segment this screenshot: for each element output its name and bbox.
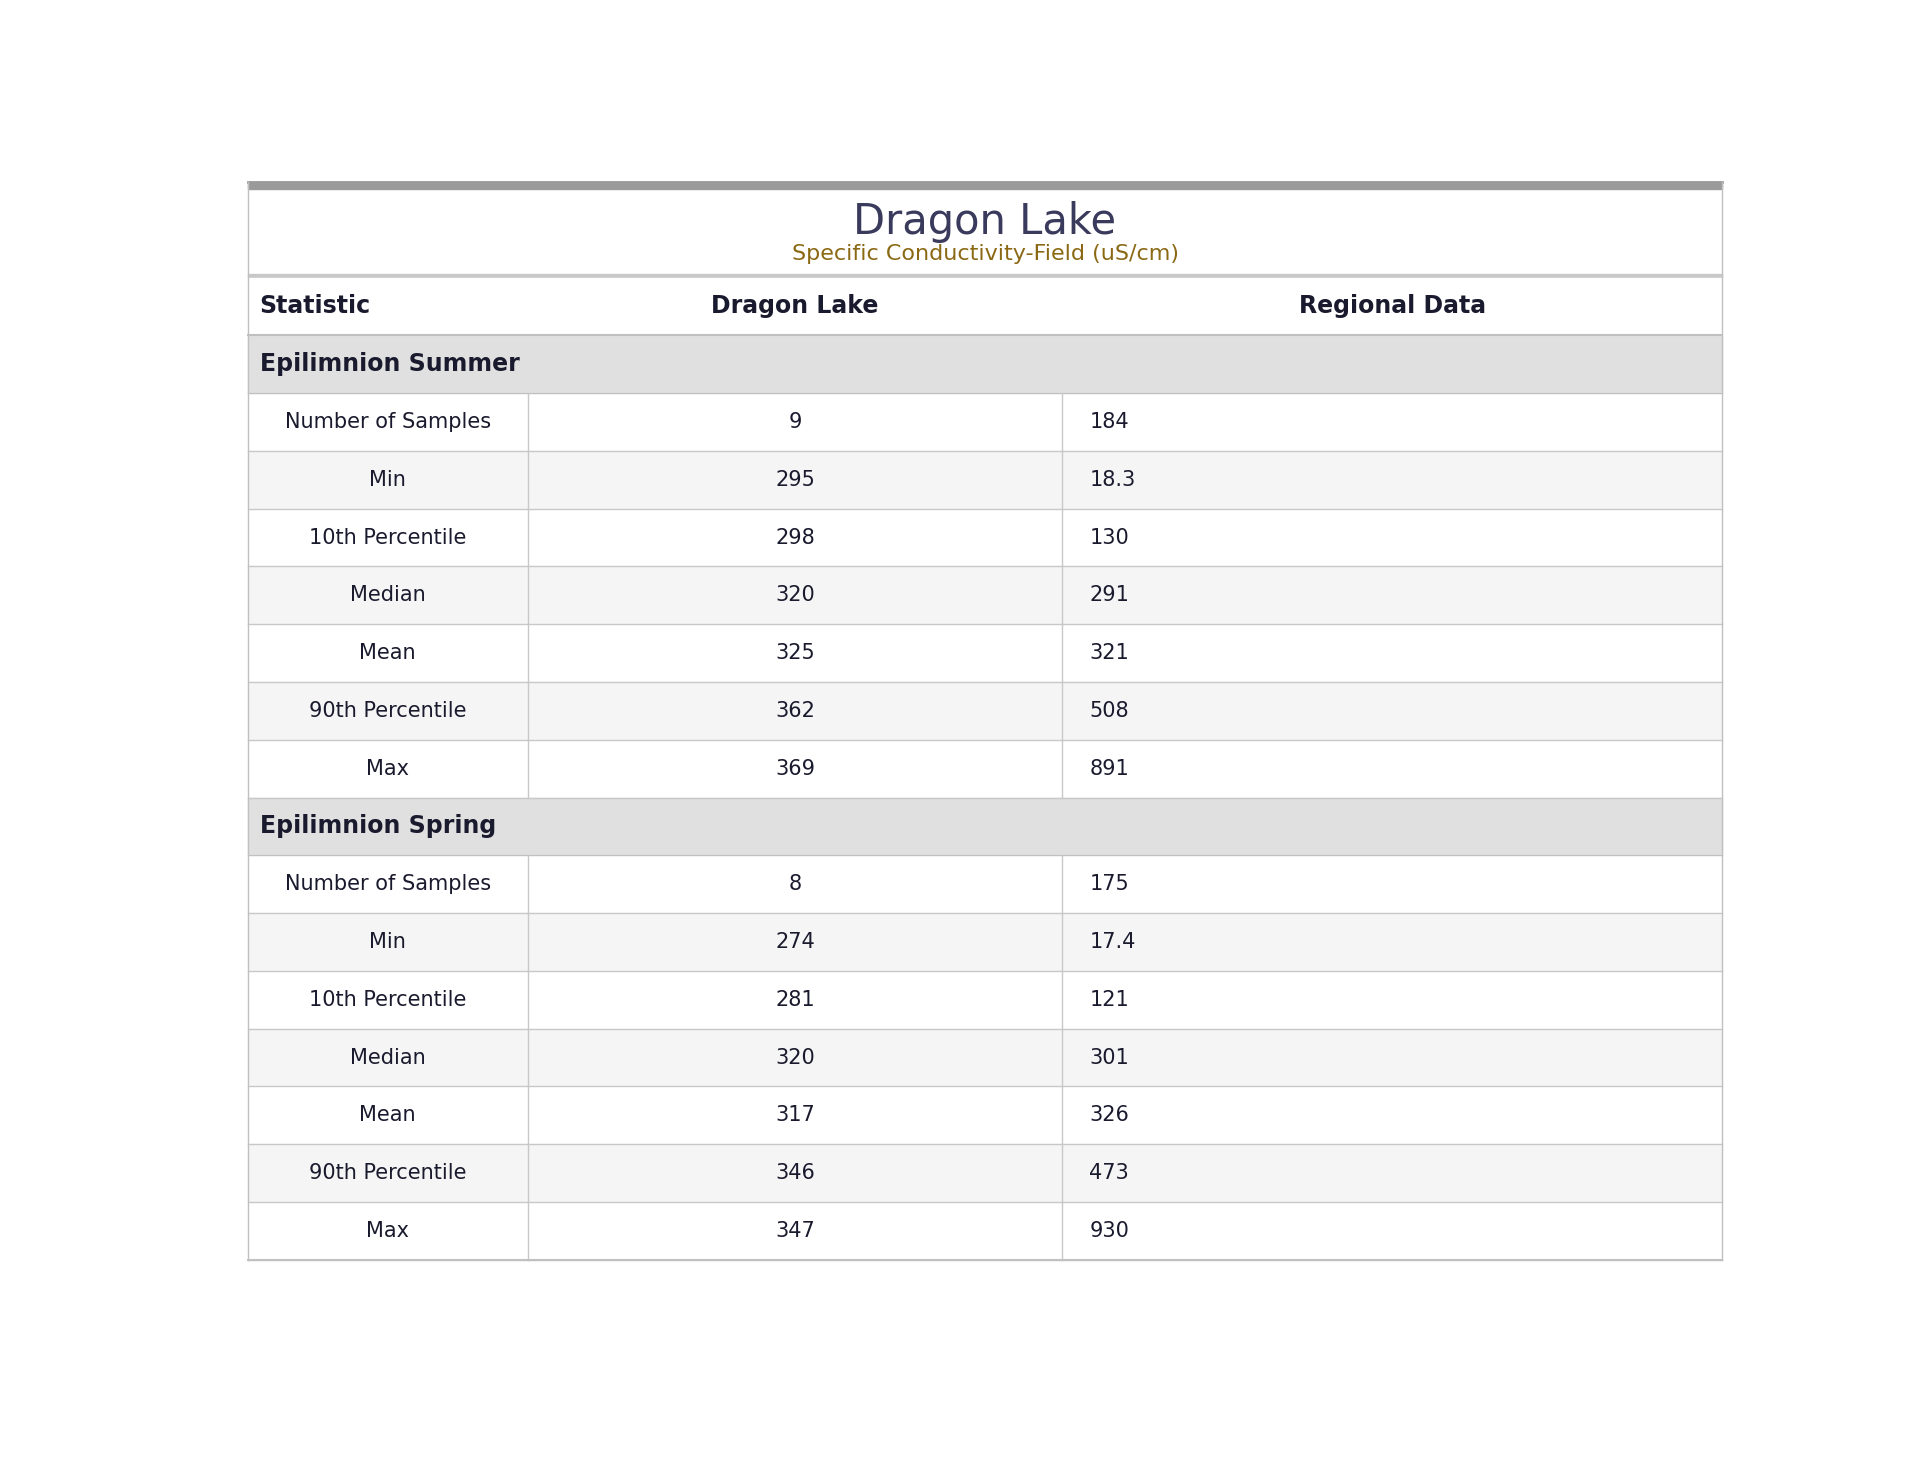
Bar (248, 856, 1722, 912)
Text: Min: Min (369, 470, 406, 489)
Text: 321: 321 (1090, 642, 1128, 663)
Text: 346: 346 (775, 1164, 815, 1183)
Text: 930: 930 (1090, 1221, 1128, 1241)
Text: 473: 473 (1090, 1164, 1128, 1183)
Text: 10th Percentile: 10th Percentile (309, 527, 467, 548)
Bar (248, 508, 1722, 566)
Text: 175: 175 (1090, 875, 1128, 894)
Text: Mean: Mean (359, 1105, 415, 1126)
Bar (248, 740, 1722, 797)
Text: 362: 362 (775, 701, 815, 721)
Bar (248, 1029, 1722, 1086)
Bar (248, 277, 1722, 336)
Text: 184: 184 (1090, 412, 1128, 432)
Bar (248, 971, 1722, 1029)
Text: Mean: Mean (359, 642, 415, 663)
Text: 347: 347 (775, 1221, 815, 1241)
Text: 298: 298 (775, 527, 815, 548)
Bar (248, 336, 1722, 393)
Bar (248, 1086, 1722, 1145)
Text: Specific Conductivity-Field (uS/cm): Specific Conductivity-Field (uS/cm) (792, 244, 1178, 264)
Text: 130: 130 (1090, 527, 1128, 548)
Text: Number of Samples: Number of Samples (284, 875, 490, 894)
Bar (248, 1145, 1722, 1202)
Bar (248, 566, 1722, 625)
Text: 10th Percentile: 10th Percentile (309, 990, 467, 1010)
Bar (248, 451, 1722, 508)
Text: 320: 320 (775, 1048, 815, 1067)
Text: Statistic: Statistic (259, 295, 371, 318)
Text: 121: 121 (1090, 990, 1128, 1010)
Text: Dragon Lake: Dragon Lake (711, 295, 878, 318)
Text: 274: 274 (775, 931, 815, 952)
Bar (248, 912, 1722, 971)
Text: Max: Max (367, 1221, 409, 1241)
Text: 508: 508 (1090, 701, 1128, 721)
Text: 317: 317 (775, 1105, 815, 1126)
Bar (248, 393, 1722, 451)
Bar (248, 682, 1722, 740)
Text: Epilimnion Summer: Epilimnion Summer (259, 352, 519, 377)
Text: Median: Median (350, 585, 425, 606)
Text: 295: 295 (775, 470, 815, 489)
Text: 369: 369 (775, 759, 815, 778)
Text: 18.3: 18.3 (1090, 470, 1136, 489)
Text: 90th Percentile: 90th Percentile (309, 1164, 467, 1183)
Text: 301: 301 (1090, 1048, 1128, 1067)
Bar (248, 182, 1722, 188)
Bar (248, 1202, 1722, 1260)
Bar (248, 797, 1722, 856)
Text: Epilimnion Spring: Epilimnion Spring (259, 815, 496, 838)
Bar (248, 274, 1722, 277)
Text: Min: Min (369, 931, 406, 952)
Text: Number of Samples: Number of Samples (284, 412, 490, 432)
Text: 90th Percentile: 90th Percentile (309, 701, 467, 721)
Text: 326: 326 (1090, 1105, 1128, 1126)
Text: 325: 325 (775, 642, 815, 663)
Text: 320: 320 (775, 585, 815, 606)
Text: Median: Median (350, 1048, 425, 1067)
Text: Dragon Lake: Dragon Lake (853, 201, 1117, 244)
Text: 9: 9 (788, 412, 801, 432)
Text: 17.4: 17.4 (1090, 931, 1136, 952)
Bar (248, 625, 1722, 682)
Text: 281: 281 (775, 990, 815, 1010)
Text: Max: Max (367, 759, 409, 778)
Text: 8: 8 (788, 875, 801, 894)
Text: 891: 891 (1090, 759, 1128, 778)
Text: 291: 291 (1090, 585, 1128, 606)
Text: Regional Data: Regional Data (1299, 295, 1486, 318)
